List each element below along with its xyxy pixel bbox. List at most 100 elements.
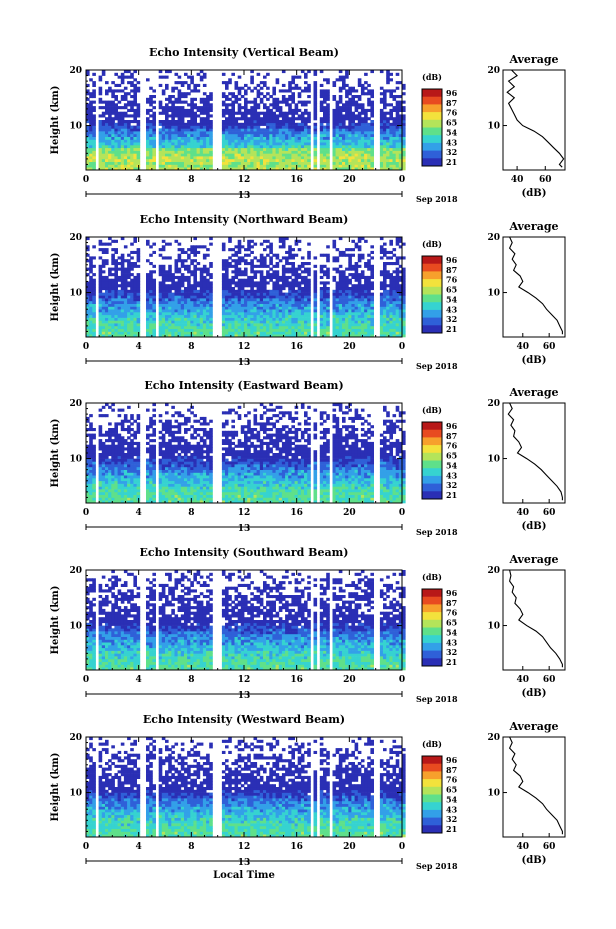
heatmap-cell (244, 259, 248, 263)
heatmap-cell (184, 164, 188, 168)
heatmap-cell (117, 331, 122, 335)
heatmap-cell (326, 147, 330, 151)
heatmap-cell (190, 270, 194, 274)
heatmap-cell (184, 131, 188, 135)
heatmap-cell (111, 158, 115, 162)
heatmap-cell (165, 86, 169, 90)
heatmap-cell (168, 295, 172, 299)
heatmap-cell (266, 150, 270, 154)
heatmap-cell (123, 278, 128, 282)
heatmap-cell (120, 95, 125, 99)
heatmap-cell (367, 158, 371, 162)
heatmap-cell (342, 122, 346, 126)
heatmap-cell (111, 289, 115, 293)
heatmap-cell (158, 133, 163, 137)
heatmap-cell (300, 117, 305, 121)
heatmap-cell (348, 248, 352, 252)
heatmap-cell (168, 323, 172, 327)
heatmap-cell (165, 289, 169, 293)
heatmap-cell (354, 114, 359, 118)
heatmap-cell (272, 150, 276, 154)
heatmap-cell (158, 75, 163, 79)
heatmap-cell (244, 167, 248, 171)
heatmap-cell (89, 139, 93, 143)
heatmap-cell (288, 153, 292, 157)
heatmap-cell (263, 128, 267, 132)
heatmap-cell (256, 259, 261, 263)
heatmap-cell (244, 158, 248, 162)
heatmap-cell (304, 122, 308, 126)
heatmap-cell (342, 250, 346, 254)
heatmap-cell (136, 300, 141, 304)
heatmap-cell (193, 161, 197, 165)
heatmap-cell (114, 248, 118, 252)
heatmap-cell (190, 331, 194, 335)
heatmap-cell (127, 114, 131, 118)
heatmap-cell (294, 284, 299, 288)
heatmap-cell (237, 323, 242, 327)
heatmap-cell (152, 150, 156, 154)
heatmap-cell (250, 136, 254, 140)
heatmap-cell (278, 158, 283, 162)
heatmap-cell (278, 128, 283, 132)
heatmap-cell (133, 142, 137, 146)
heatmap-cell (281, 270, 286, 274)
heatmap-cell (319, 106, 324, 110)
heatmap-cell (304, 270, 308, 274)
heatmap-cell (190, 248, 194, 252)
heatmap-cell (120, 278, 125, 282)
heatmap-cell (117, 306, 122, 310)
heatmap-cell (259, 142, 264, 146)
heatmap-cell (177, 309, 182, 313)
heatmap-cell (253, 133, 258, 137)
heatmap-cell (221, 331, 226, 335)
heatmap-cell (209, 334, 213, 338)
heatmap-cell (237, 133, 242, 137)
heatmap-cell (402, 100, 406, 104)
heatmap-cell (146, 278, 150, 282)
heatmap-cell (225, 325, 229, 329)
heatmap-cell (202, 278, 207, 282)
heatmap-cell (313, 334, 318, 338)
heatmap-cell (395, 145, 400, 149)
heatmap-cell (152, 270, 156, 274)
heatmap-cell (114, 270, 118, 274)
heatmap-cell (351, 309, 355, 313)
heatmap-cell (281, 273, 286, 277)
heatmap-cell (285, 147, 289, 151)
heatmap-cell (275, 314, 280, 318)
heatmap-cell (266, 312, 270, 316)
heatmap-cell (269, 122, 273, 126)
heatmap-cell (294, 298, 299, 302)
heatmap-cell (86, 125, 90, 129)
colorbar-swatch (422, 148, 442, 152)
heatmap-cell (364, 128, 368, 132)
heatmap-cell (351, 95, 355, 99)
heatmap-cell (281, 117, 286, 121)
heatmap-cell (105, 122, 109, 126)
heatmap-cell (300, 256, 305, 260)
heatmap-cell (364, 309, 368, 313)
heatmap-cell (392, 287, 397, 291)
heatmap-cell (152, 167, 156, 171)
heatmap-cell (332, 156, 337, 160)
heatmap-cell (323, 298, 327, 302)
heatmap-cell (313, 306, 318, 310)
heatmap-cell (152, 334, 156, 338)
heatmap-cell (92, 150, 96, 154)
heatmap-cell (161, 323, 166, 327)
heatmap-cell (120, 334, 125, 338)
heatmap-cell (348, 259, 352, 263)
heatmap-cell (117, 292, 122, 296)
heatmap-cell (272, 273, 276, 277)
heatmap-cell (177, 259, 182, 263)
heatmap-cell (130, 161, 134, 165)
heatmap-cell (332, 161, 337, 165)
heatmap-cell (146, 298, 150, 302)
heatmap-cell (168, 284, 172, 288)
heatmap-cell (237, 242, 242, 246)
heatmap-cell (158, 267, 163, 271)
heatmap-cell (319, 139, 324, 143)
heatmap-cell (300, 262, 305, 266)
heatmap-cell (294, 253, 299, 257)
